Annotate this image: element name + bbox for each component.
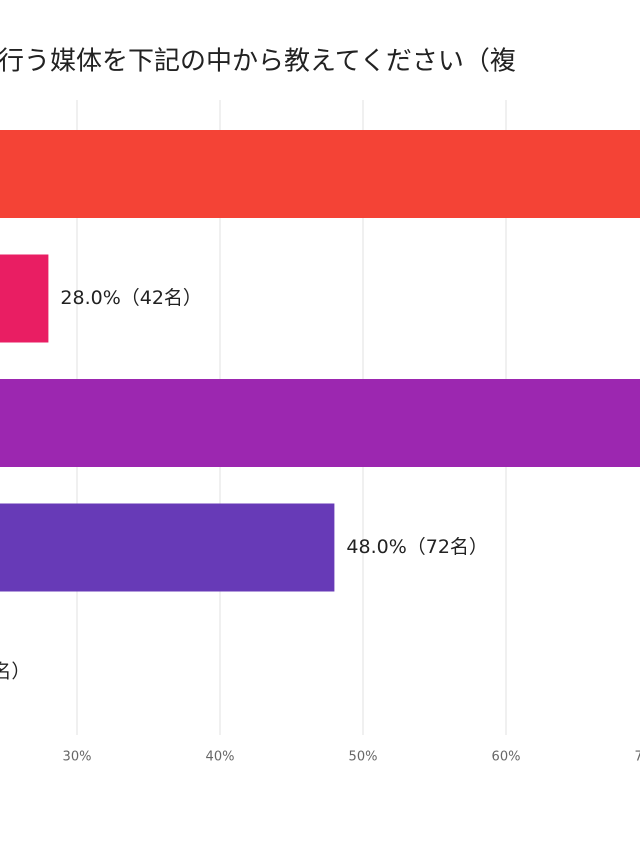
x-tick-label: 30% (63, 750, 92, 765)
bar (0, 130, 640, 218)
x-tick-label: 60% (492, 750, 521, 765)
x-tick-label: 40% (206, 750, 235, 765)
data-label: 48.0%（72名） (346, 536, 488, 558)
data-label: 16.0%（24名） (0, 661, 30, 683)
bar (0, 379, 640, 467)
chart-title: 行う媒体を下記の中から教えてください（複 (0, 47, 516, 77)
data-label: 28.0%（42名） (60, 287, 202, 309)
bar (0, 503, 335, 592)
x-tick-label: 70% (635, 750, 640, 765)
x-tick-label: 50% (349, 750, 378, 765)
bar (0, 254, 49, 343)
